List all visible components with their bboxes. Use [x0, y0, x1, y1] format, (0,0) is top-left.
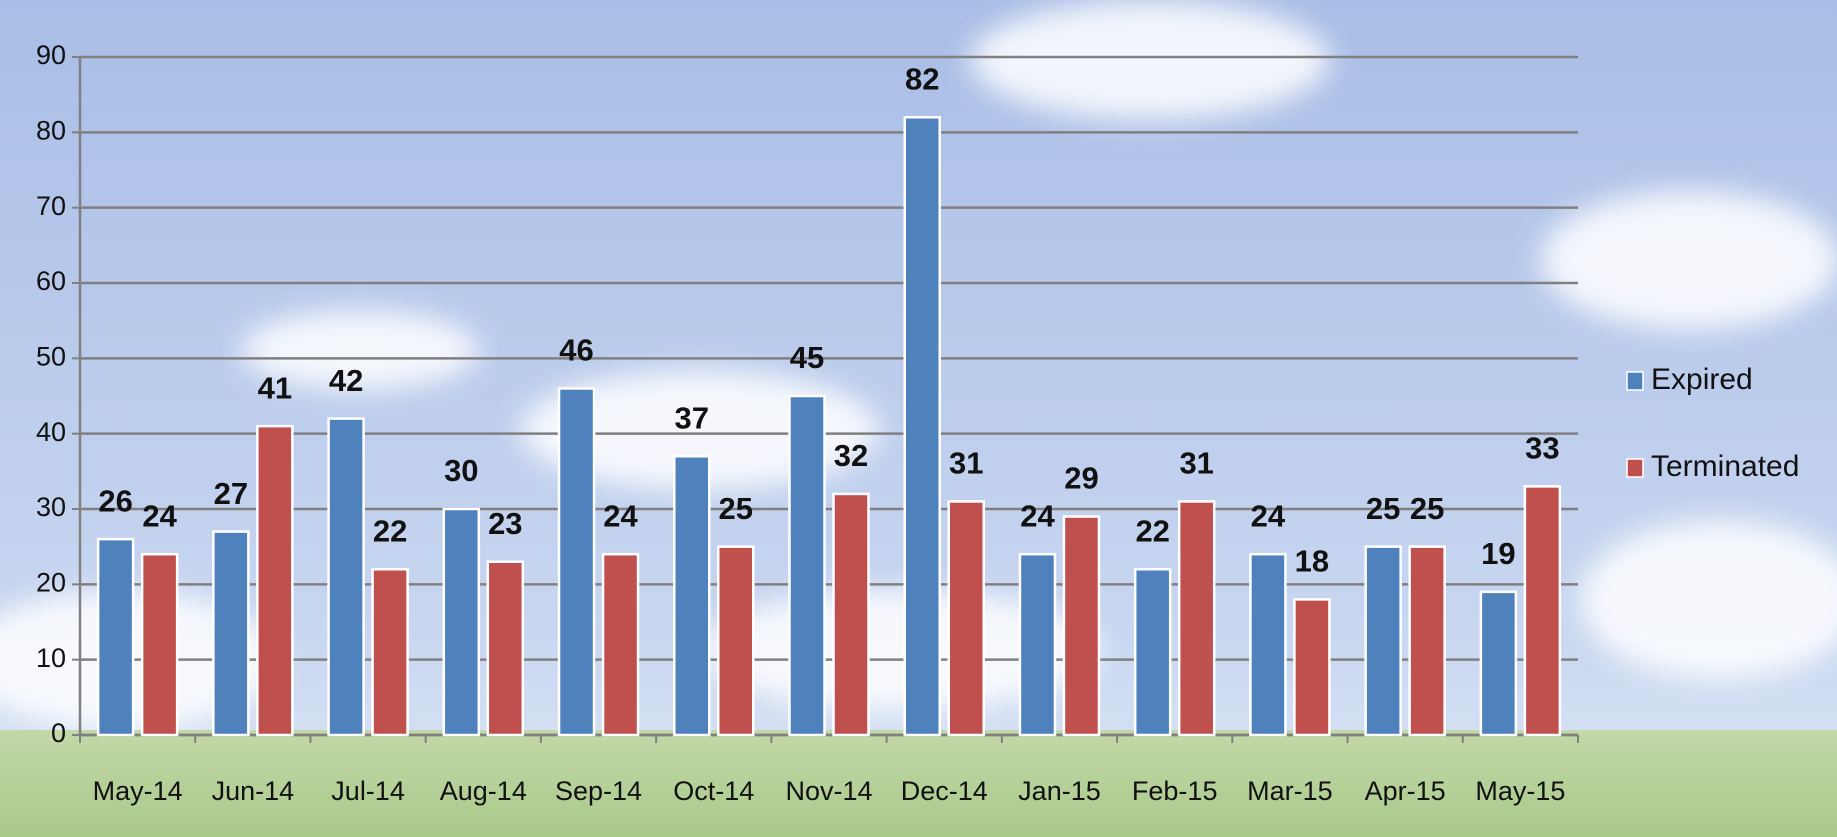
y-tick-label: 80	[36, 115, 66, 145]
y-tick-label: 40	[36, 417, 66, 447]
bar	[98, 539, 133, 735]
value-label: 22	[1135, 513, 1169, 548]
value-label: 25	[719, 491, 753, 526]
value-label: 29	[1064, 461, 1098, 496]
value-label: 24	[603, 498, 638, 533]
legend-label: Expired	[1651, 363, 1753, 396]
bar	[674, 456, 709, 735]
value-label: 37	[675, 400, 709, 435]
bar	[790, 396, 825, 735]
bar	[1064, 517, 1099, 735]
value-label: 24	[1020, 498, 1055, 533]
y-tick-label: 90	[36, 40, 66, 70]
x-tick-label: Apr-15	[1365, 776, 1446, 806]
x-tick-label: Mar-15	[1247, 776, 1333, 806]
y-tick-label: 10	[36, 643, 66, 673]
value-label: 24	[1251, 498, 1286, 533]
bar	[603, 554, 638, 735]
y-tick-label: 60	[36, 266, 66, 296]
x-tick-label: Nov-14	[785, 776, 872, 806]
value-label: 31	[949, 446, 983, 481]
legend-label: Terminated	[1651, 450, 1799, 483]
value-label: 25	[1410, 491, 1444, 526]
x-tick-label: Oct-14	[673, 776, 754, 806]
bar	[1250, 554, 1285, 735]
x-tick-label: Jun-14	[212, 776, 295, 806]
bar	[1410, 547, 1445, 735]
value-label: 18	[1295, 544, 1329, 579]
bar	[1525, 486, 1560, 735]
value-label: 45	[790, 340, 824, 375]
value-label: 46	[559, 333, 593, 368]
x-tick-label: Sep-14	[555, 776, 642, 806]
bar	[718, 547, 753, 735]
bar	[559, 388, 594, 735]
value-label: 32	[834, 438, 868, 473]
value-label: 42	[329, 363, 363, 398]
bar	[905, 117, 940, 735]
value-label: 25	[1366, 491, 1400, 526]
bar	[142, 554, 177, 735]
bar	[834, 494, 869, 735]
bar	[329, 419, 364, 735]
value-label: 31	[1179, 446, 1213, 481]
value-label: 82	[905, 61, 939, 96]
bar	[488, 562, 523, 735]
y-tick-label: 30	[36, 492, 66, 522]
y-tick-label: 0	[51, 718, 66, 748]
bar	[1294, 599, 1329, 735]
x-tick-label: Feb-15	[1132, 776, 1218, 806]
bar	[1366, 547, 1401, 735]
bar	[1135, 569, 1170, 735]
value-label: 41	[258, 370, 292, 405]
legend-swatch	[1627, 459, 1643, 477]
value-label: 23	[488, 506, 522, 541]
bar	[373, 569, 408, 735]
x-tick-label: Aug-14	[440, 776, 527, 806]
bar	[1481, 592, 1516, 735]
x-tick-label: Jul-14	[331, 776, 405, 806]
value-label: 33	[1525, 431, 1559, 466]
y-tick-label: 50	[36, 341, 66, 371]
value-label: 19	[1481, 536, 1515, 571]
value-label: 27	[214, 476, 248, 511]
bar	[444, 509, 479, 735]
bar	[949, 501, 984, 735]
bar	[213, 532, 248, 735]
value-label: 26	[98, 483, 132, 518]
y-tick-label: 20	[36, 567, 66, 597]
x-tick-label: Jan-15	[1018, 776, 1101, 806]
value-label: 30	[444, 453, 478, 488]
x-tick-label: Dec-14	[901, 776, 988, 806]
value-label: 24	[142, 498, 177, 533]
legend-swatch	[1627, 372, 1643, 390]
chart: 0 10 20 30 40 50 60 70 80 90 May-14 26 24 Jun-14 27 41 J…	[0, 0, 1837, 837]
y-tick-label: 70	[36, 191, 66, 221]
value-label: 22	[373, 513, 407, 548]
x-tick-label: May-15	[1475, 776, 1565, 806]
bar	[1179, 501, 1214, 735]
bar	[1020, 554, 1055, 735]
bar	[257, 426, 292, 735]
x-tick-label: May-14	[93, 776, 183, 806]
